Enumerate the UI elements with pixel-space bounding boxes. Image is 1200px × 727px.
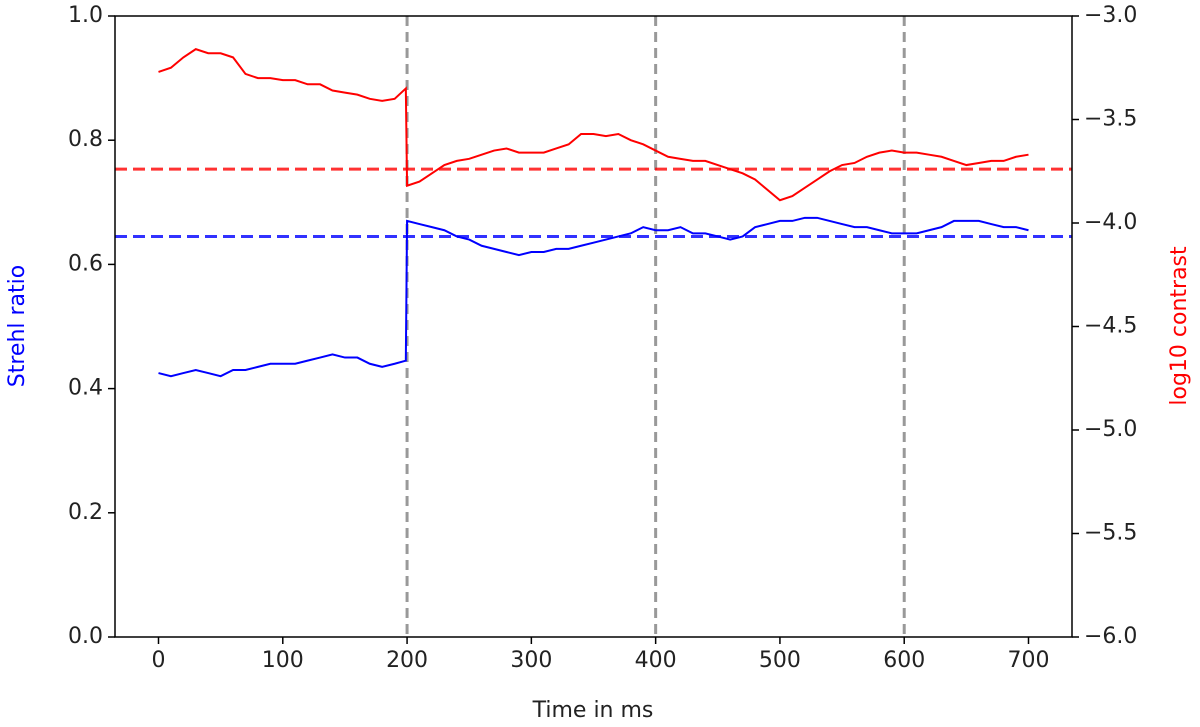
data-line [158, 48, 1029, 202]
y-tick-label: 0.4 [68, 376, 103, 401]
y-tick-label: 0.0 [68, 624, 103, 649]
y2-tick-label: −5.5 [1084, 521, 1137, 546]
x-tick-label: 500 [759, 648, 801, 673]
x-tick-label: 300 [510, 648, 552, 673]
data-line [158, 216, 1029, 378]
x-tick-label: 100 [262, 648, 304, 673]
y2-axis-label: log10 contrast [1167, 246, 1192, 406]
plot-frame [114, 15, 1073, 638]
y-tick-label: 0.6 [68, 251, 103, 276]
y2-tick-label: −5.0 [1084, 417, 1137, 442]
y2-tick-label: −6.0 [1084, 624, 1137, 649]
y-tick-label: 1.0 [68, 3, 103, 28]
y-tick-label: 0.8 [68, 127, 103, 152]
x-tick-label: 400 [635, 648, 677, 673]
y2-tick-label: −4.0 [1084, 210, 1137, 235]
y-tick-label: 0.2 [68, 500, 103, 525]
y2-tick-label: −4.5 [1084, 314, 1137, 339]
x-tick-label: 0 [152, 648, 166, 673]
x-tick-label: 700 [1008, 648, 1050, 673]
y2-tick-label: −3.0 [1084, 3, 1137, 28]
x-tick-label: 200 [386, 648, 428, 673]
y-axis-label: Strehl ratio [5, 265, 30, 387]
x-axis-label: Time in ms [532, 698, 654, 723]
x-tick-label: 600 [883, 648, 925, 673]
y2-tick-label: −3.5 [1084, 107, 1137, 132]
